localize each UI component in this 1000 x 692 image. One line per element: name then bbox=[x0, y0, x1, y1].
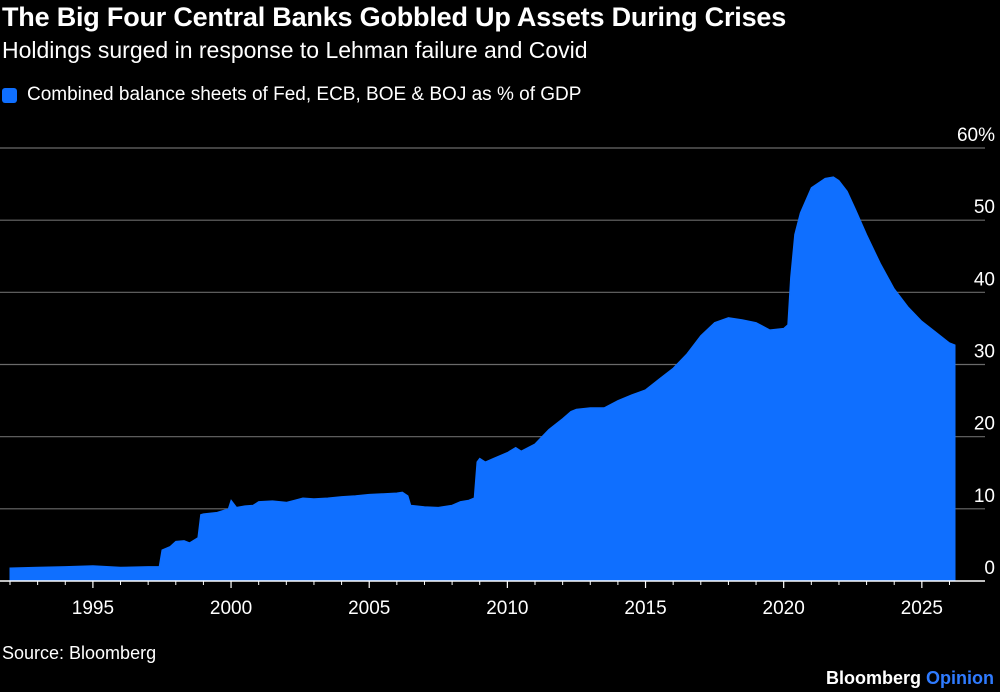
plot-area bbox=[9, 176, 956, 582]
x-tick-label: 2020 bbox=[763, 598, 805, 619]
y-tick-label: 60% bbox=[957, 125, 995, 146]
x-tick-label: 2005 bbox=[348, 598, 390, 619]
series-area bbox=[9, 176, 956, 582]
y-tick-label: 30 bbox=[974, 342, 995, 363]
y-tick-label: 40 bbox=[974, 269, 995, 290]
x-axis: 1995 2000 2005 2010 2015 2020 2025 bbox=[0, 580, 985, 619]
chart-title: The Big Four Central Banks Gobbled Up As… bbox=[2, 2, 787, 32]
brand-logo: Bloomberg Opinion bbox=[826, 668, 994, 689]
legend-swatch bbox=[2, 87, 17, 103]
y-tick-label: 0 bbox=[984, 558, 995, 579]
x-tick-label: 1995 bbox=[72, 598, 114, 619]
y-tick-label: 10 bbox=[974, 486, 995, 507]
chart-subtitle: Holdings surged in response to Lehman fa… bbox=[2, 37, 588, 63]
legend-label: Combined balance sheets of Fed, ECB, BOE… bbox=[27, 84, 582, 105]
y-axis: 0 10 20 30 40 50 60% bbox=[957, 125, 995, 579]
y-tick-label: 50 bbox=[974, 197, 995, 218]
brand-main: Bloomberg bbox=[825, 668, 921, 688]
chart-legend: Combined balance sheets of Fed, ECB, BOE… bbox=[2, 84, 581, 106]
source-note: Source: Bloomberg bbox=[2, 643, 157, 663]
x-tick-label: 2025 bbox=[901, 598, 943, 619]
x-tick-label: 2000 bbox=[210, 598, 252, 619]
x-tick-label: 2015 bbox=[624, 598, 666, 619]
brand-accent: Opinion bbox=[926, 668, 994, 688]
x-tick-label: 2010 bbox=[486, 598, 528, 619]
y-tick-label: 20 bbox=[974, 414, 995, 435]
